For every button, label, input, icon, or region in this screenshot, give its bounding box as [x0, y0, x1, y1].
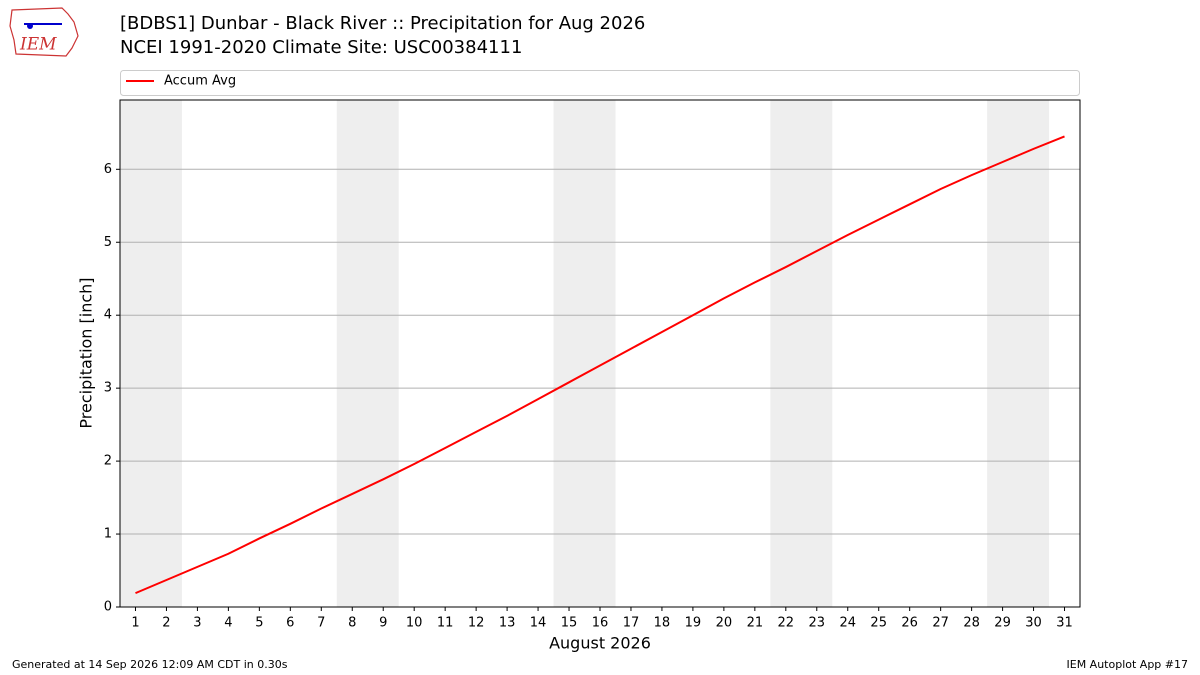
logo: IEM [9, 7, 79, 57]
legend-box [120, 70, 1080, 96]
x-tick-label: 11 [437, 616, 454, 631]
weekend-shade [336, 100, 399, 607]
y-tick-label: 1 [104, 527, 112, 542]
x-tick-label: 4 [224, 616, 232, 631]
chart-title: [BDBS1] Dunbar - Black River :: Precipit… [120, 13, 645, 34]
x-tick-label: 8 [348, 616, 356, 631]
y-tick-label: 2 [104, 454, 112, 469]
x-tick-label: 29 [994, 616, 1011, 631]
y-tick-label: 6 [104, 162, 112, 177]
x-tick-label: 26 [901, 616, 918, 631]
x-tick-label: 16 [592, 616, 609, 631]
logo-text: IEM [19, 35, 57, 55]
x-tick-label: 1 [131, 616, 139, 631]
x-tick-label: 23 [809, 616, 826, 631]
footer-right: IEM Autoplot App #17 [1067, 658, 1189, 671]
x-tick-label: 19 [685, 616, 702, 631]
legend-label: Accum Avg [164, 74, 236, 89]
x-tick-label: 7 [317, 616, 325, 631]
plot-frame [119, 99, 1081, 608]
chart-subtitle: NCEI 1991-2020 Climate Site: USC00384111 [120, 37, 522, 58]
x-tick-label: 30 [1025, 616, 1042, 631]
x-tick-label: 24 [839, 616, 856, 631]
x-tick-label: 17 [623, 616, 640, 631]
x-tick-label: 31 [1056, 616, 1073, 631]
y-tick-label: 5 [104, 235, 112, 250]
weekend-shade [770, 100, 833, 607]
weekend-shade [120, 100, 182, 607]
y-tick-label: 0 [104, 600, 112, 615]
x-tick-label: 28 [963, 616, 980, 631]
weekend-shade [987, 100, 1050, 607]
x-tick-label: 6 [286, 616, 294, 631]
x-tick-label: 14 [530, 616, 547, 631]
footer-left: Generated at 14 Sep 2026 12:09 AM CDT in… [12, 658, 288, 671]
x-tick-label: 12 [468, 616, 485, 631]
x-tick-label: 20 [716, 616, 733, 631]
x-tick-label: 25 [870, 616, 887, 631]
x-tick-label: 3 [193, 616, 201, 631]
x-axis-label: August 2026 [549, 634, 651, 653]
y-tick-label: 4 [104, 308, 112, 323]
x-tick-label: 9 [379, 616, 387, 631]
x-tick-label: 2 [162, 616, 170, 631]
x-tick-label: 27 [932, 616, 949, 631]
weekend-shade [553, 100, 616, 607]
x-tick-label: 18 [654, 616, 671, 631]
data-line [135, 135, 1065, 595]
x-tick-label: 5 [255, 616, 263, 631]
x-tick-label: 22 [778, 616, 795, 631]
x-tick-label: 15 [561, 616, 578, 631]
y-tick-label: 3 [104, 381, 112, 396]
y-axis-label: Precipitation [inch] [77, 277, 96, 428]
x-tick-label: 21 [747, 616, 764, 631]
x-tick-label: 13 [499, 616, 516, 631]
x-tick-label: 10 [406, 616, 423, 631]
